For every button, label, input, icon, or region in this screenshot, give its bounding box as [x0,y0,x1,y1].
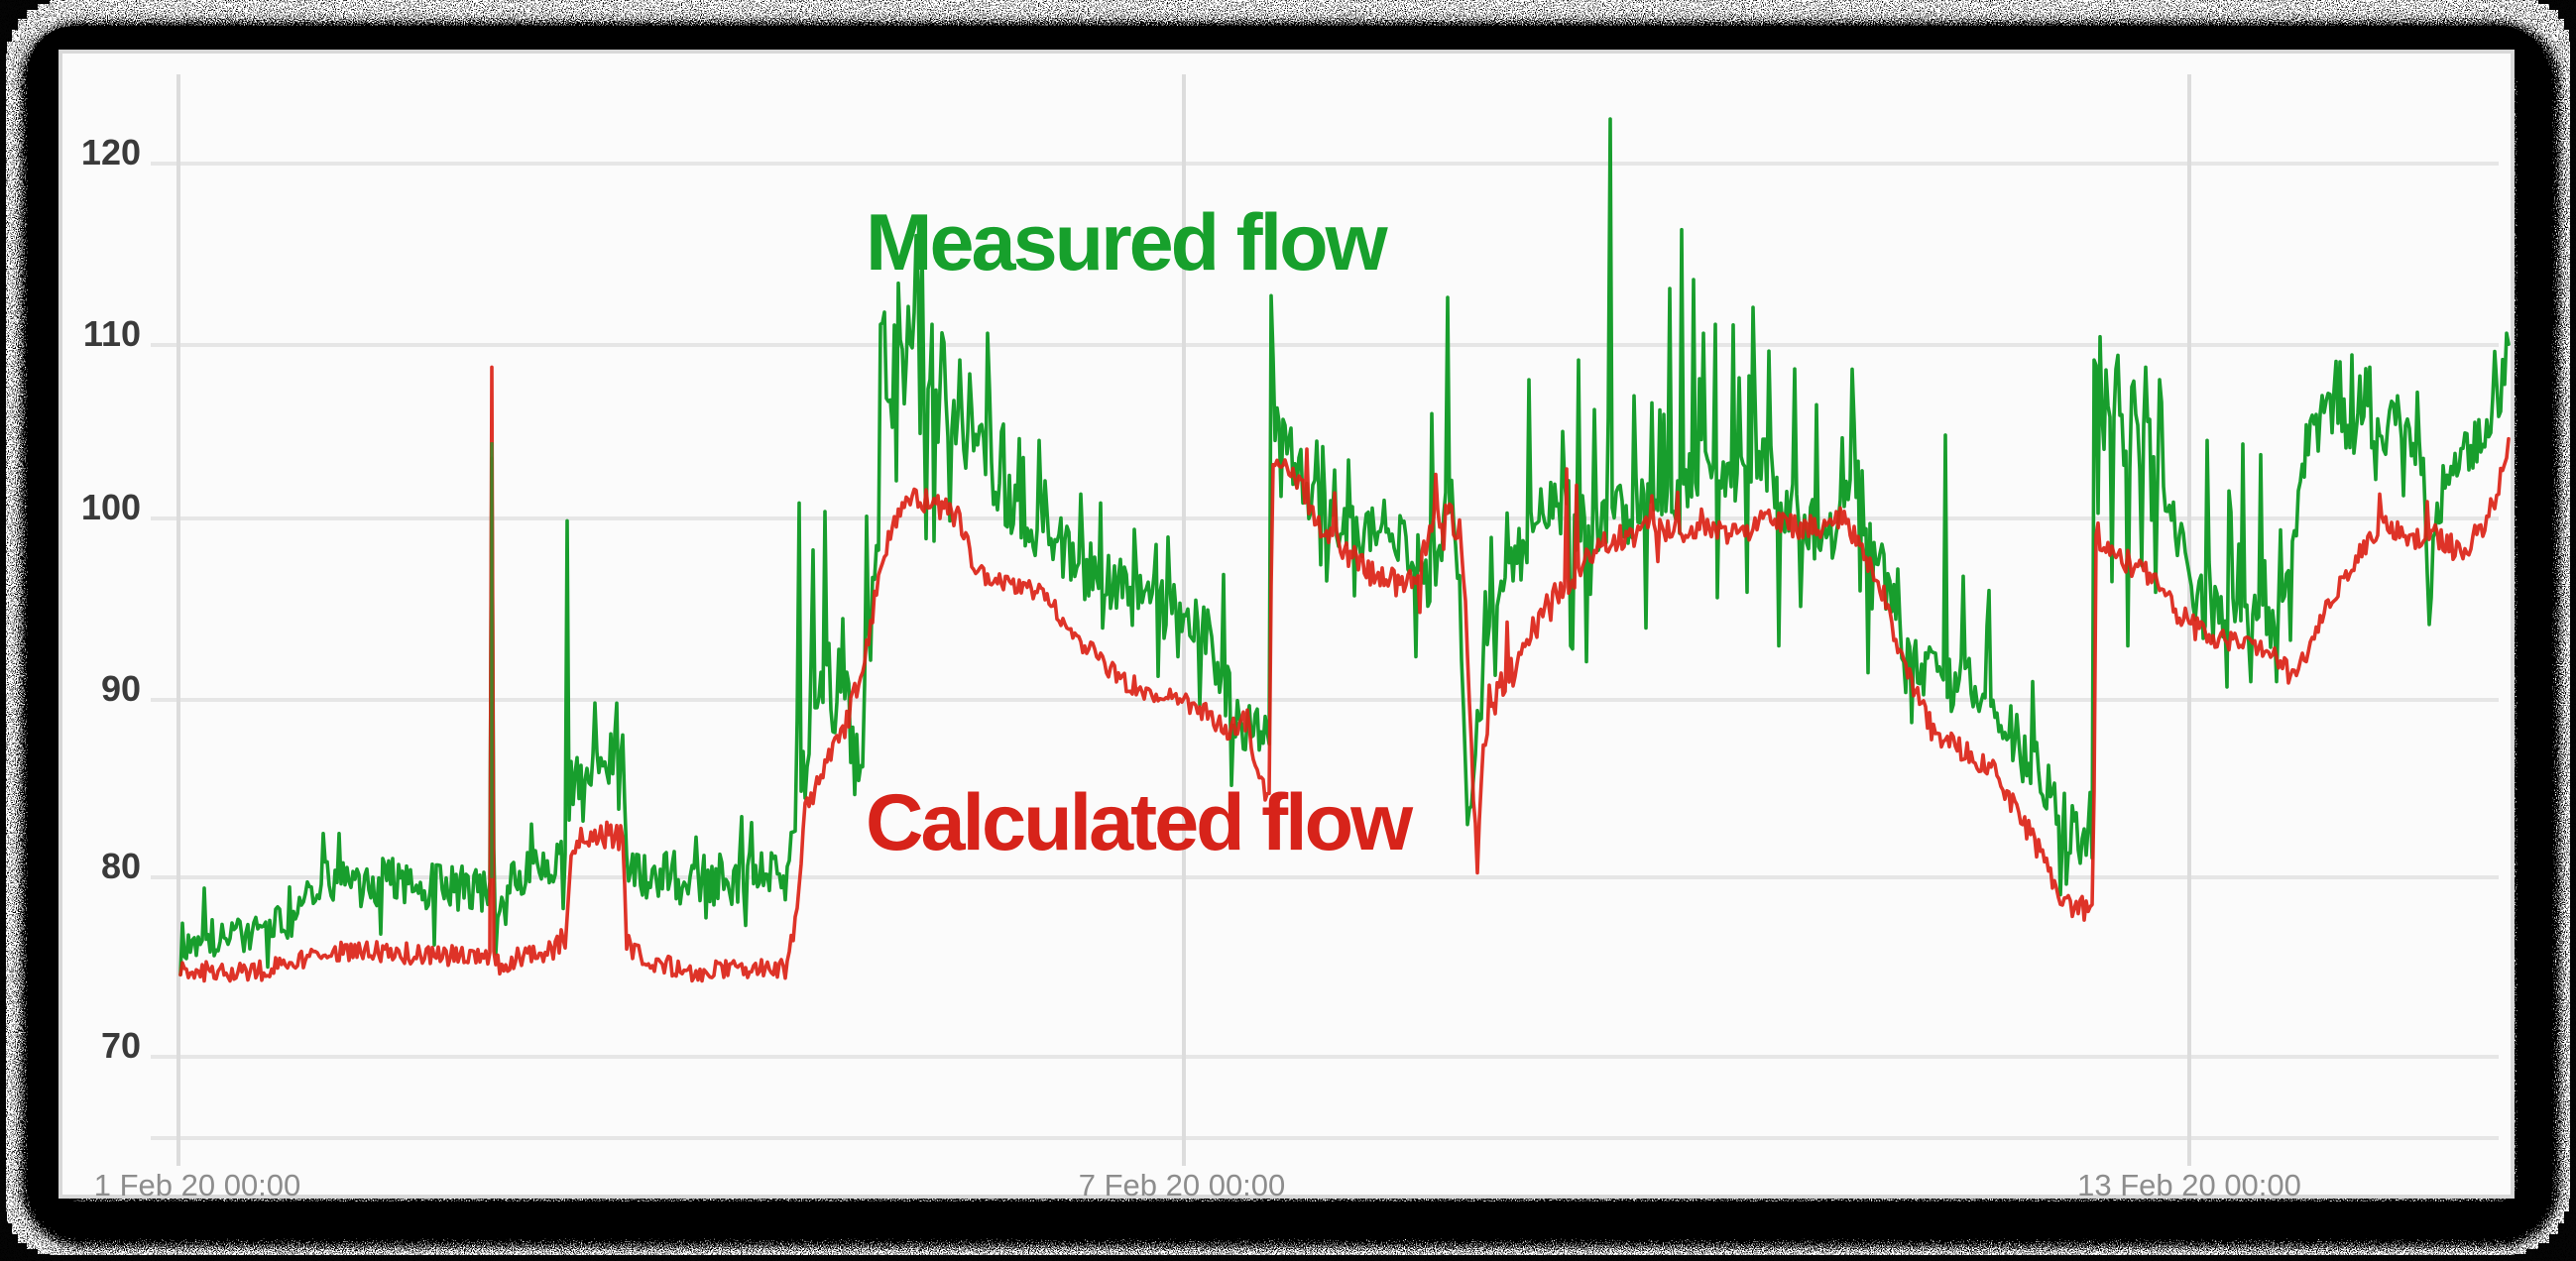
svg-text:Calculated flow: Calculated flow [866,778,1414,867]
svg-text:100: 100 [81,487,141,527]
svg-text:Measured flow: Measured flow [866,198,1389,287]
svg-text:80: 80 [101,846,141,886]
svg-text:70: 70 [101,1025,141,1066]
svg-text:110: 110 [83,313,141,354]
svg-text:90: 90 [101,668,141,709]
svg-text:120: 120 [81,132,141,172]
svg-text:7 Feb 20 00:00: 7 Feb 20 00:00 [1079,1168,1286,1203]
svg-text:1 Feb 20 00:00: 1 Feb 20 00:00 [94,1168,301,1203]
svg-text:13 Feb 20 00:00: 13 Feb 20 00:00 [2077,1168,2301,1203]
